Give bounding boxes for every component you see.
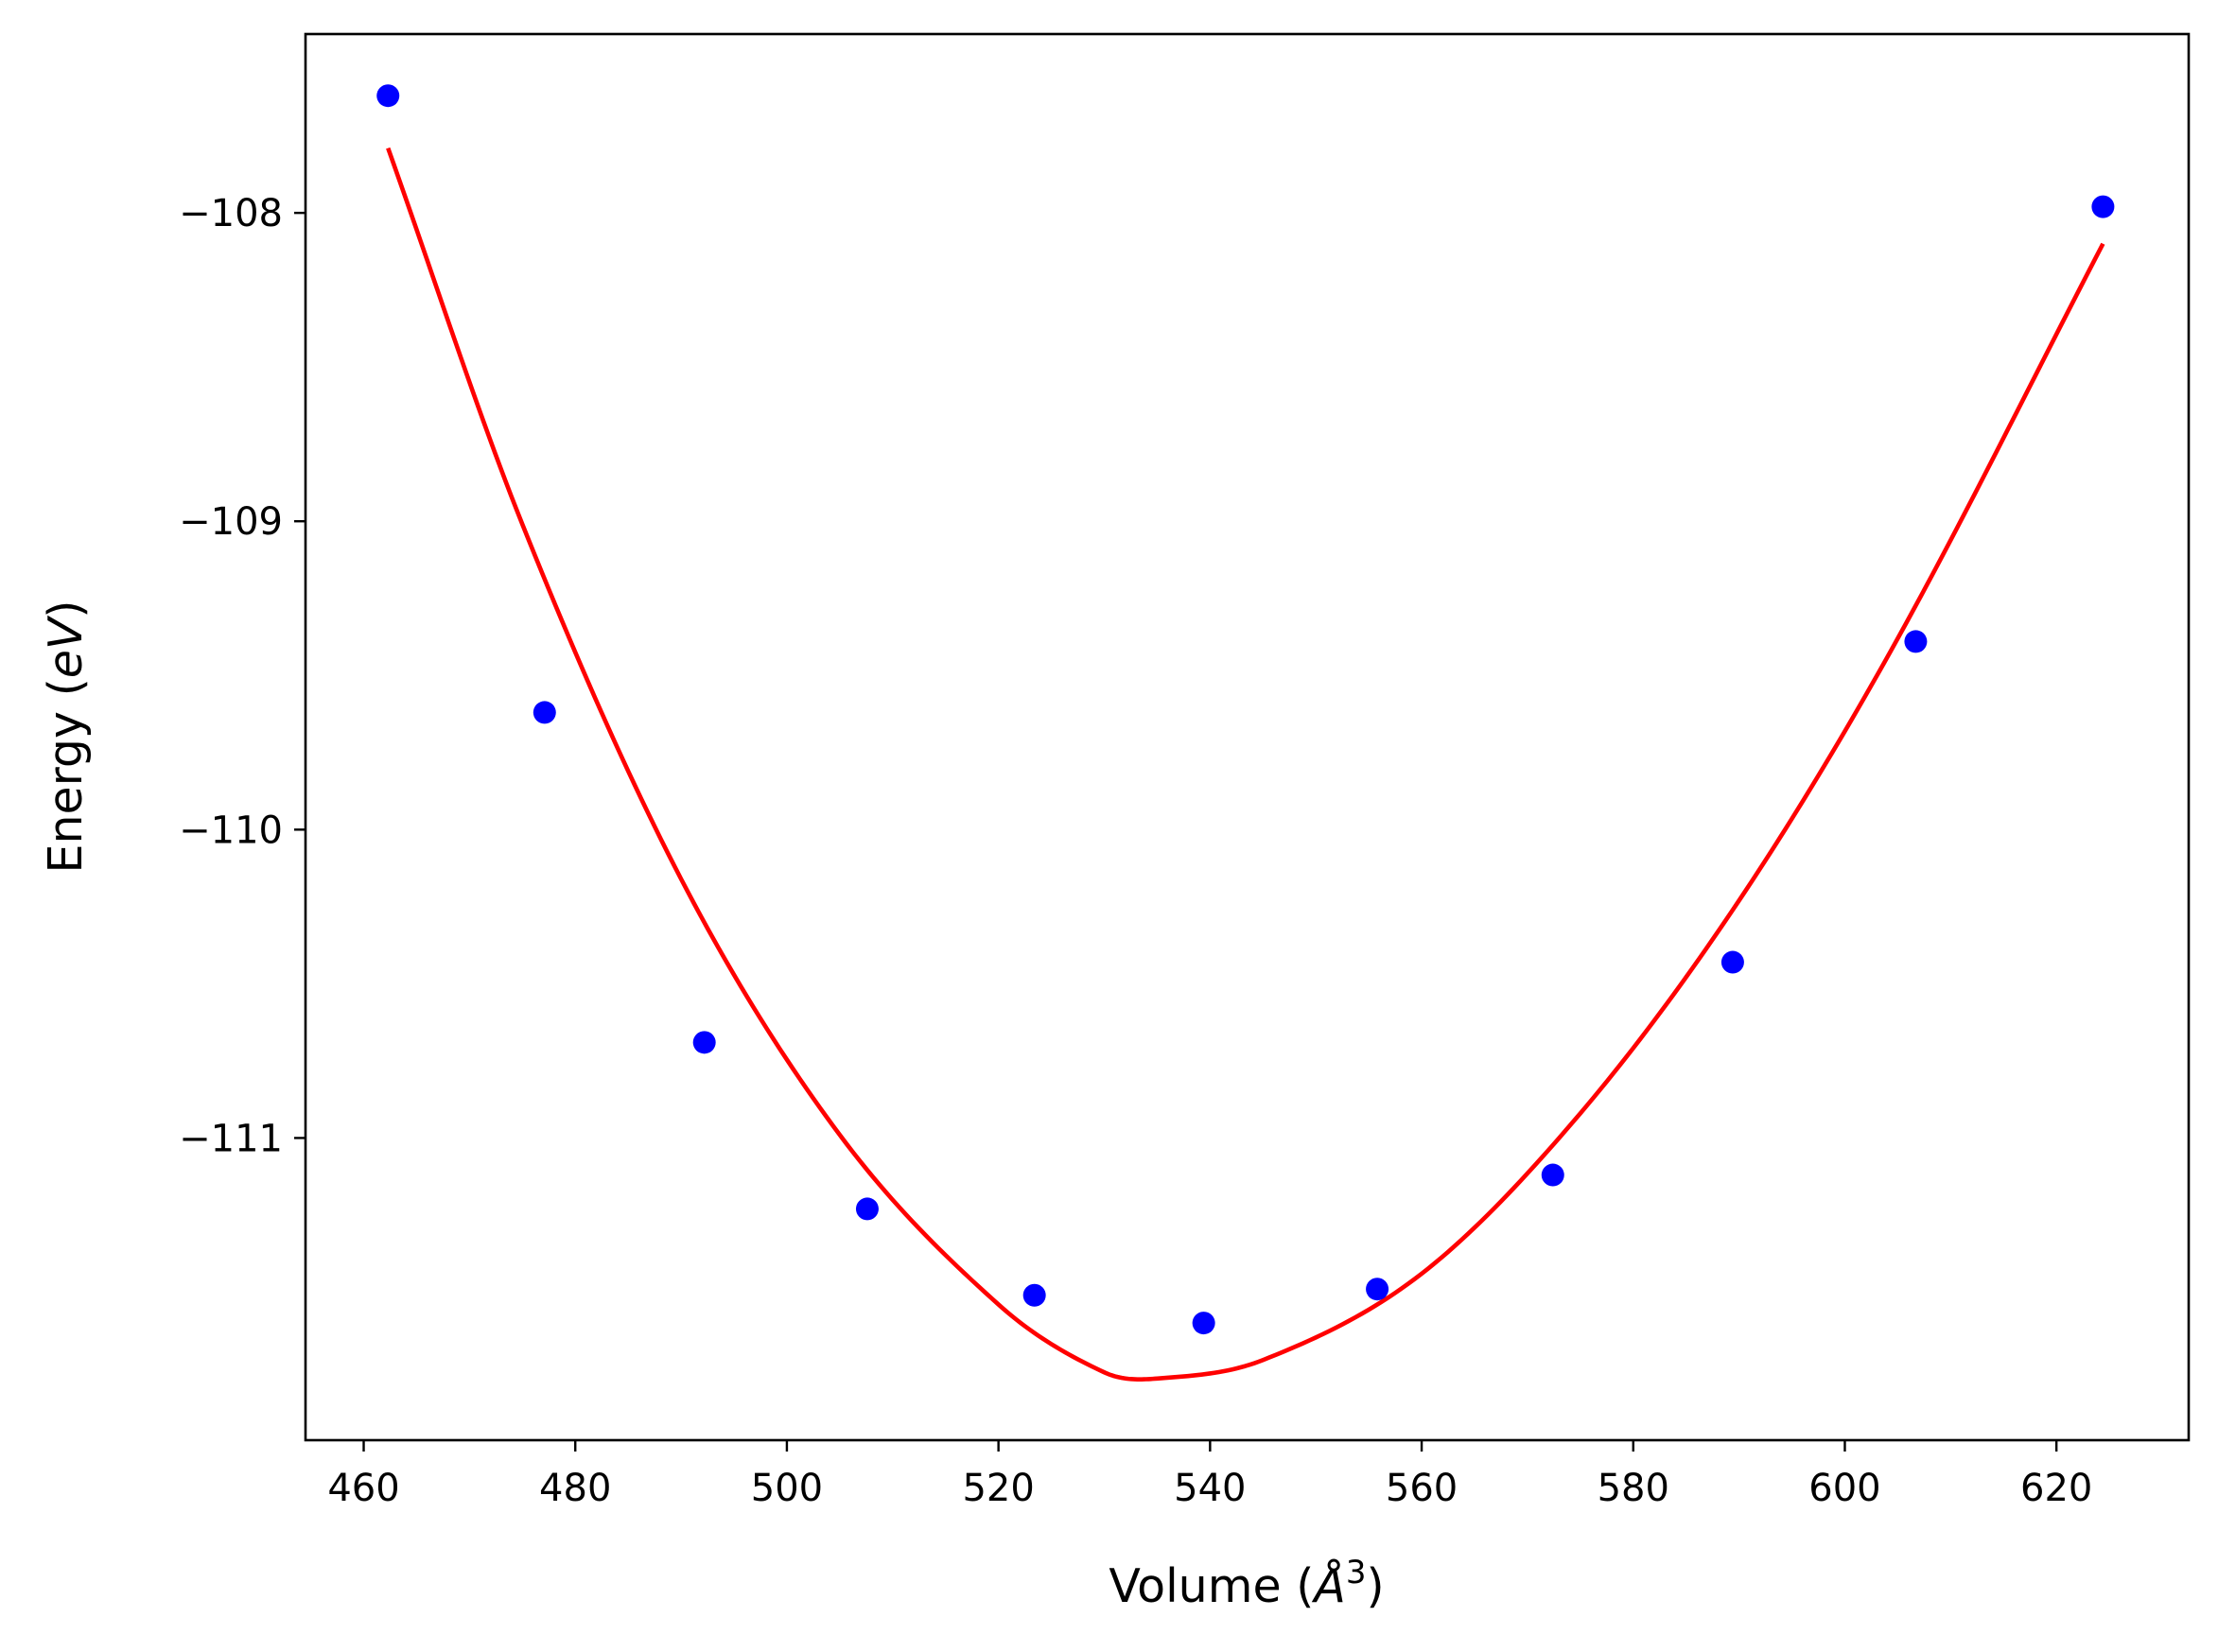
x-tick-label: 580 <box>1598 1467 1669 1510</box>
x-tick-label: 500 <box>751 1467 823 1510</box>
x-axis-title-close: ) <box>1366 1559 1384 1613</box>
data-point <box>1904 630 1928 653</box>
y-tick-label: −111 <box>179 1117 283 1160</box>
data-point <box>1192 1312 1215 1335</box>
x-axis-title-exponent: 3 <box>1346 1554 1367 1591</box>
x-tick-label: 460 <box>327 1467 399 1510</box>
y-axis-title-unit: eV <box>39 615 93 678</box>
x-tick-label: 520 <box>962 1467 1034 1510</box>
data-point <box>1366 1278 1389 1301</box>
data-points-layer <box>376 84 2115 1335</box>
y-axis-ticks: −108 −109 −110 −111 <box>179 192 306 1160</box>
data-point <box>1720 950 1744 974</box>
x-tick-label: 540 <box>1174 1467 1246 1510</box>
data-point <box>533 701 556 724</box>
y-tick-label: −109 <box>179 500 283 544</box>
y-axis-title: Energy (eV) <box>39 600 93 873</box>
fit-curve-layer <box>386 147 2105 1382</box>
data-point <box>1541 1163 1564 1187</box>
x-tick-label: 600 <box>1808 1467 1880 1510</box>
data-point <box>2091 195 2115 218</box>
fit-curve-line <box>386 147 2105 1382</box>
y-axis-title-text: Energy ( <box>39 678 93 873</box>
x-tick-label: 480 <box>539 1467 611 1510</box>
x-tick-label: 620 <box>2020 1467 2092 1510</box>
data-point <box>376 84 400 108</box>
y-axis-title-close: ) <box>39 600 93 617</box>
data-point <box>855 1197 879 1221</box>
data-point <box>692 1031 716 1054</box>
x-axis-ticks: 460 480 500 520 540 560 580 600 620 <box>327 1440 2092 1510</box>
data-point <box>1022 1283 1046 1307</box>
x-tick-label: 560 <box>1386 1467 1458 1510</box>
y-tick-label: −110 <box>179 809 283 852</box>
y-tick-label: −108 <box>179 192 283 235</box>
x-axis-title: Volume (Å3) <box>1109 1554 1384 1613</box>
x-axis-title-symbol: Å <box>1311 1557 1346 1613</box>
x-axis-title-text: Volume ( <box>1109 1559 1314 1613</box>
plot-frame <box>304 32 2191 1442</box>
